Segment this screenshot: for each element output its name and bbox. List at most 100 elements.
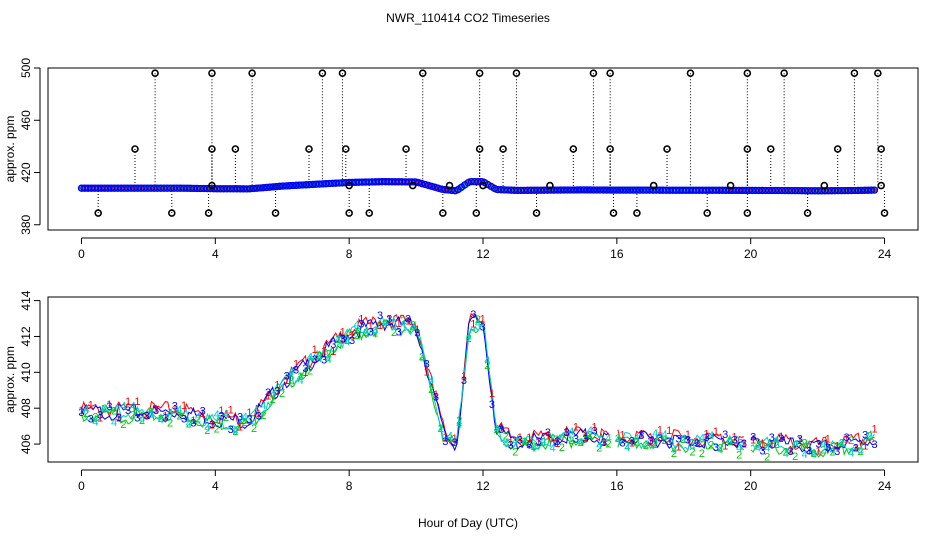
series-point-label: 4 — [307, 351, 313, 363]
series-point-label: 4 — [522, 437, 528, 449]
series-point-label: 2 — [699, 448, 705, 460]
series-point-label: 4 — [83, 403, 89, 415]
series-point-label: 1 — [713, 426, 719, 438]
series-point-label: 1 — [302, 367, 308, 379]
outlier-point — [231, 145, 240, 153]
series-point-label: 1 — [853, 442, 859, 454]
series-point-label: 3 — [834, 446, 840, 458]
series-point-label: 1 — [741, 439, 747, 451]
series-point-label: 1 — [834, 441, 840, 453]
series-line — [81, 315, 875, 455]
series-point-label: 4 — [167, 408, 173, 420]
outlier-point — [877, 181, 885, 190]
series-point-label: 3 — [200, 406, 206, 418]
series-point-label: 4 — [335, 334, 341, 346]
outlier-point — [208, 145, 216, 153]
series-point-label: 1 — [172, 403, 178, 415]
series-point-label: 3 — [536, 436, 542, 448]
series-point-label: 1 — [787, 445, 793, 457]
series-point-label: 3 — [424, 358, 430, 370]
series-point-label: 2 — [83, 408, 89, 420]
outlier-point — [606, 145, 614, 153]
y-axis-label: approx. ppm — [3, 346, 17, 413]
outlier-point — [479, 181, 487, 190]
series-point-label: 3 — [648, 436, 654, 448]
series-point-label: 2 — [139, 415, 145, 427]
outlier-point — [168, 209, 176, 217]
outlier-point — [345, 209, 353, 217]
data-point — [870, 186, 879, 194]
series-point-label: 1 — [125, 396, 131, 408]
series-point-label: 1 — [536, 437, 542, 449]
series-point-label: 4 — [643, 440, 649, 452]
series-point-label: 2 — [410, 320, 416, 332]
series-point-label: 3 — [181, 414, 187, 426]
series-point-label: 4 — [344, 336, 350, 348]
data-point — [424, 181, 433, 190]
series-point-label: 4 — [447, 431, 453, 443]
series-point-label: 4 — [382, 318, 388, 330]
plot-frame — [47, 67, 919, 231]
series-point-label: 4 — [559, 431, 565, 443]
x-tick-label: 16 — [610, 247, 624, 261]
outlier-point — [475, 69, 484, 78]
series-point-label: 1 — [106, 399, 112, 411]
series-point-label: 2 — [615, 433, 621, 445]
series-point-label: 4 — [456, 418, 462, 430]
series-point-label: 1 — [871, 424, 877, 436]
series-point-label: 4 — [195, 411, 201, 423]
series-point-label: 4 — [120, 400, 126, 412]
x-tick-label: 4 — [212, 479, 219, 493]
outlier-point — [633, 209, 641, 217]
series-point-label: 4 — [466, 332, 472, 344]
series-point-label: 3 — [676, 433, 682, 445]
series-point-label: 1 — [582, 432, 588, 444]
series-point-label: 1 — [144, 410, 150, 422]
series-point-label: 2 — [270, 394, 276, 406]
outlier-point — [365, 209, 374, 217]
series-point-label: 2 — [680, 434, 686, 446]
series-point-label: 1 — [368, 320, 374, 332]
series-point-label: 4 — [690, 441, 696, 453]
series-point-label: 1 — [843, 433, 849, 445]
series-point-label: 3 — [78, 407, 84, 419]
series-point-label: 1 — [293, 359, 299, 371]
series-point-label: 2 — [829, 446, 835, 458]
series-point-label: 3 — [554, 436, 560, 448]
series-point-label: 1 — [424, 366, 430, 378]
series-point-label: 1 — [452, 433, 458, 445]
series-point-label: 3 — [853, 442, 859, 454]
series-point-label: 3 — [330, 339, 336, 351]
series-point-label: 1 — [806, 445, 812, 457]
series-point-label: 1 — [200, 408, 206, 420]
series-point-label: 1 — [815, 445, 821, 457]
series-point-label: 2 — [214, 424, 220, 436]
outlier-point — [803, 209, 812, 217]
data-point — [266, 183, 274, 191]
series-point-label: 2 — [372, 327, 378, 339]
y-tick-label: 406 — [19, 434, 33, 454]
outlier-point — [766, 145, 775, 153]
data-point — [418, 179, 426, 188]
series-point-label: 4 — [288, 366, 294, 378]
series-point-label: 2 — [578, 437, 584, 449]
series-point-label: 4 — [102, 403, 108, 415]
panel-top: 0 4 8 12 16 20 24 380 420 460 500 approx. ppm — [3, 58, 919, 261]
series-point-label: 2 — [288, 374, 294, 386]
series-point-label: 3 — [759, 446, 765, 458]
series-point-label: 4 — [251, 417, 257, 429]
outlier-point — [743, 209, 752, 217]
series-point-label: 4 — [494, 424, 500, 436]
series-line — [81, 312, 875, 450]
series-point-label: 4 — [587, 425, 593, 437]
series-point-label: 4 — [792, 438, 798, 450]
data-point — [477, 178, 485, 186]
series-point-label: 4 — [410, 323, 416, 335]
series-point-label: 4 — [624, 442, 630, 454]
series-point-label: 1 — [405, 316, 411, 328]
outlier-point — [345, 181, 353, 190]
series-point-label: 3 — [116, 412, 122, 424]
series-point-label: 4 — [820, 438, 826, 450]
series-point-label: 3 — [825, 442, 831, 454]
series-point-label: 2 — [708, 440, 714, 452]
